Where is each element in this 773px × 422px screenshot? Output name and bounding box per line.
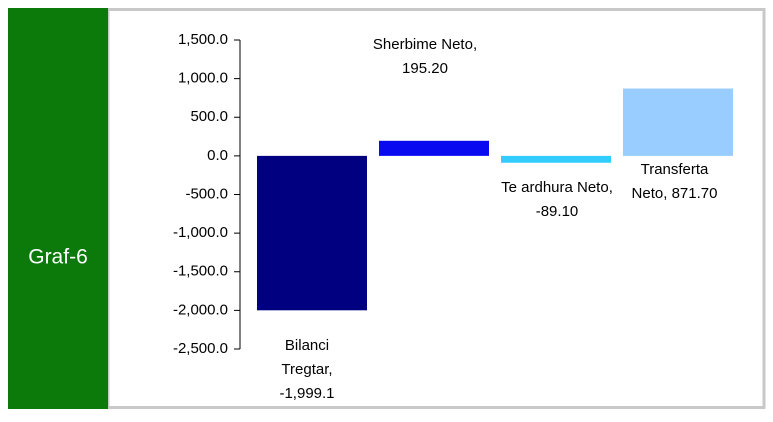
bar <box>501 155 611 163</box>
data-label: Transferta Neto, 871.70 <box>631 161 718 202</box>
y-tick-label: -500.0 <box>185 185 228 202</box>
bar <box>623 88 733 156</box>
data-label: Te ardhura Neto, -89.10 <box>501 179 613 220</box>
side-panel <box>8 8 108 409</box>
y-tick-label: 0.0 <box>207 147 228 164</box>
y-tick-label: 1,500.0 <box>178 31 228 48</box>
bar <box>379 140 489 156</box>
side-title: Graf-6 <box>28 246 88 269</box>
y-tick-label: 500.0 <box>190 108 228 125</box>
y-tick-label: 1,000.0 <box>178 70 228 87</box>
y-tick-label: -1,500.0 <box>173 263 228 280</box>
y-tick-label: -2,000.0 <box>173 301 228 318</box>
chart-frame <box>106 8 766 409</box>
bar <box>257 155 367 311</box>
y-tick-label: -1,000.0 <box>173 224 228 241</box>
data-label: Bilanci Tregtar, -1,999.1 <box>279 337 335 402</box>
data-label: Sherbime Neto, 195.20 <box>372 36 478 77</box>
y-tick-label: -2,500.0 <box>173 340 228 357</box>
